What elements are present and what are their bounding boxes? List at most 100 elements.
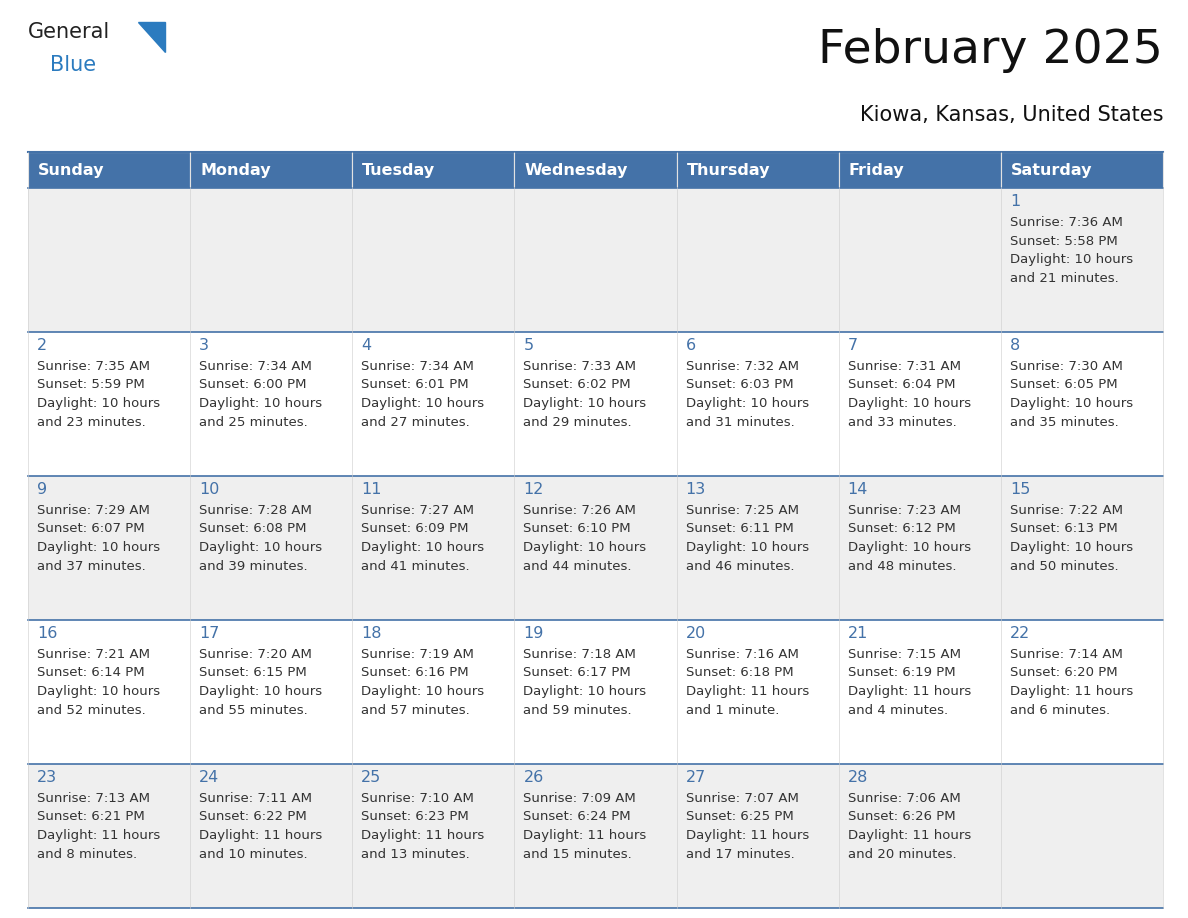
Text: Friday: Friday	[848, 162, 904, 177]
Bar	[353, 620, 514, 764]
Text: 15: 15	[1010, 482, 1030, 497]
Text: and 35 minutes.: and 35 minutes.	[1010, 416, 1119, 429]
Text: Daylight: 11 hours: Daylight: 11 hours	[685, 829, 809, 842]
Text: and 50 minutes.: and 50 minutes.	[1010, 559, 1118, 573]
Text: Daylight: 11 hours: Daylight: 11 hours	[37, 829, 160, 842]
Text: Daylight: 10 hours: Daylight: 10 hours	[524, 541, 646, 554]
Text: and 20 minutes.: and 20 minutes.	[848, 847, 956, 860]
Bar	[839, 764, 1000, 908]
Text: and 27 minutes.: and 27 minutes.	[361, 416, 470, 429]
Text: Sunset: 6:05 PM: Sunset: 6:05 PM	[1010, 378, 1118, 391]
Text: Sunrise: 7:19 AM: Sunrise: 7:19 AM	[361, 648, 474, 661]
Text: 19: 19	[524, 626, 544, 641]
Bar	[677, 764, 839, 908]
Text: Tuesday: Tuesday	[362, 162, 436, 177]
Text: Sunrise: 7:33 AM: Sunrise: 7:33 AM	[524, 360, 637, 373]
Bar	[190, 152, 353, 188]
Text: 5: 5	[524, 338, 533, 353]
Bar	[839, 188, 1000, 332]
Text: Sunset: 5:59 PM: Sunset: 5:59 PM	[37, 378, 145, 391]
Text: Sunset: 6:21 PM: Sunset: 6:21 PM	[37, 811, 145, 823]
Text: Daylight: 11 hours: Daylight: 11 hours	[361, 829, 485, 842]
Text: and 13 minutes.: and 13 minutes.	[361, 847, 470, 860]
Text: Sunrise: 7:28 AM: Sunrise: 7:28 AM	[200, 504, 312, 517]
Text: and 4 minutes.: and 4 minutes.	[848, 703, 948, 717]
Text: and 29 minutes.: and 29 minutes.	[524, 416, 632, 429]
Text: General: General	[29, 22, 110, 42]
Text: Thursday: Thursday	[687, 162, 770, 177]
Text: and 59 minutes.: and 59 minutes.	[524, 703, 632, 717]
Text: Sunrise: 7:22 AM: Sunrise: 7:22 AM	[1010, 504, 1123, 517]
Text: Sunrise: 7:34 AM: Sunrise: 7:34 AM	[361, 360, 474, 373]
Text: Daylight: 10 hours: Daylight: 10 hours	[37, 397, 160, 410]
Text: Sunrise: 7:36 AM: Sunrise: 7:36 AM	[1010, 216, 1123, 229]
Text: Sunset: 6:15 PM: Sunset: 6:15 PM	[200, 666, 307, 679]
Text: Daylight: 11 hours: Daylight: 11 hours	[1010, 685, 1133, 698]
Text: Daylight: 10 hours: Daylight: 10 hours	[37, 685, 160, 698]
Text: Daylight: 10 hours: Daylight: 10 hours	[37, 541, 160, 554]
Text: Sunrise: 7:35 AM: Sunrise: 7:35 AM	[37, 360, 150, 373]
Text: Daylight: 11 hours: Daylight: 11 hours	[685, 685, 809, 698]
Text: Daylight: 10 hours: Daylight: 10 hours	[200, 397, 322, 410]
Text: 25: 25	[361, 770, 381, 785]
Text: 16: 16	[37, 626, 57, 641]
Bar	[353, 476, 514, 620]
Bar	[839, 476, 1000, 620]
Text: and 8 minutes.: and 8 minutes.	[37, 847, 137, 860]
Text: Sunset: 6:17 PM: Sunset: 6:17 PM	[524, 666, 631, 679]
Bar	[514, 332, 677, 476]
Text: Wednesday: Wednesday	[524, 162, 627, 177]
Bar	[1000, 332, 1163, 476]
Text: Sunrise: 7:26 AM: Sunrise: 7:26 AM	[524, 504, 637, 517]
Text: 28: 28	[848, 770, 868, 785]
Text: and 23 minutes.: and 23 minutes.	[37, 416, 146, 429]
Bar	[353, 332, 514, 476]
Text: and 1 minute.: and 1 minute.	[685, 703, 779, 717]
Text: Sunset: 6:26 PM: Sunset: 6:26 PM	[848, 811, 955, 823]
Text: Sunrise: 7:13 AM: Sunrise: 7:13 AM	[37, 792, 150, 805]
Text: Daylight: 11 hours: Daylight: 11 hours	[848, 829, 971, 842]
Text: Sunday: Sunday	[38, 162, 105, 177]
Text: Sunrise: 7:10 AM: Sunrise: 7:10 AM	[361, 792, 474, 805]
Text: Sunset: 6:02 PM: Sunset: 6:02 PM	[524, 378, 631, 391]
Text: 6: 6	[685, 338, 696, 353]
Bar	[677, 332, 839, 476]
Bar	[1000, 188, 1163, 332]
Text: Daylight: 10 hours: Daylight: 10 hours	[524, 397, 646, 410]
Bar	[29, 152, 190, 188]
Text: Sunset: 6:24 PM: Sunset: 6:24 PM	[524, 811, 631, 823]
Text: and 10 minutes.: and 10 minutes.	[200, 847, 308, 860]
Bar	[514, 152, 677, 188]
Text: and 17 minutes.: and 17 minutes.	[685, 847, 795, 860]
Bar	[514, 476, 677, 620]
Text: 4: 4	[361, 338, 372, 353]
Bar	[29, 620, 190, 764]
Bar	[353, 188, 514, 332]
Bar	[1000, 152, 1163, 188]
Text: Daylight: 10 hours: Daylight: 10 hours	[361, 397, 485, 410]
Text: 21: 21	[848, 626, 868, 641]
Bar	[514, 620, 677, 764]
Text: Sunrise: 7:18 AM: Sunrise: 7:18 AM	[524, 648, 637, 661]
Text: Sunset: 6:12 PM: Sunset: 6:12 PM	[848, 522, 955, 535]
Text: Daylight: 11 hours: Daylight: 11 hours	[524, 829, 646, 842]
Bar	[190, 188, 353, 332]
Text: Sunset: 6:07 PM: Sunset: 6:07 PM	[37, 522, 145, 535]
Text: and 55 minutes.: and 55 minutes.	[200, 703, 308, 717]
Bar	[190, 332, 353, 476]
Text: 23: 23	[37, 770, 57, 785]
Text: Daylight: 10 hours: Daylight: 10 hours	[1010, 397, 1133, 410]
Text: 1: 1	[1010, 194, 1020, 209]
Text: Daylight: 10 hours: Daylight: 10 hours	[685, 397, 809, 410]
Text: Sunset: 6:11 PM: Sunset: 6:11 PM	[685, 522, 794, 535]
Text: Daylight: 10 hours: Daylight: 10 hours	[1010, 541, 1133, 554]
Text: and 6 minutes.: and 6 minutes.	[1010, 703, 1110, 717]
Text: 3: 3	[200, 338, 209, 353]
Text: Sunrise: 7:27 AM: Sunrise: 7:27 AM	[361, 504, 474, 517]
Text: Kiowa, Kansas, United States: Kiowa, Kansas, United States	[859, 105, 1163, 125]
Bar	[1000, 764, 1163, 908]
Text: Daylight: 11 hours: Daylight: 11 hours	[200, 829, 322, 842]
Text: Sunset: 6:19 PM: Sunset: 6:19 PM	[848, 666, 955, 679]
Text: Sunrise: 7:25 AM: Sunrise: 7:25 AM	[685, 504, 798, 517]
Text: February 2025: February 2025	[819, 28, 1163, 73]
